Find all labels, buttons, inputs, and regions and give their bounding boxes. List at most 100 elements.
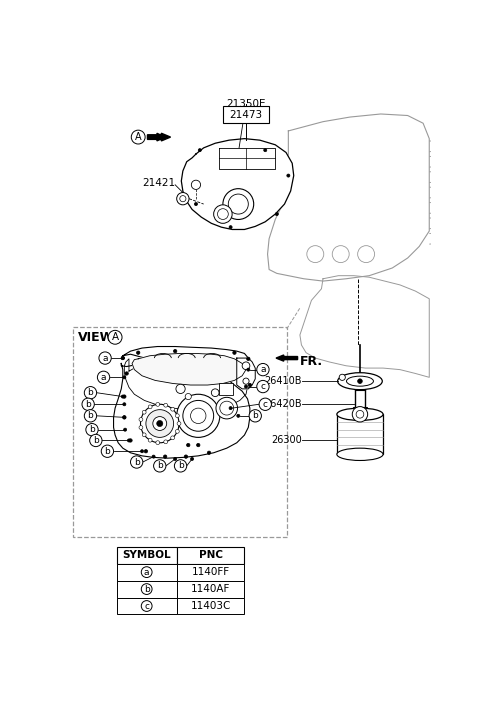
Circle shape: [177, 421, 181, 426]
Circle shape: [86, 424, 98, 436]
Text: b: b: [89, 425, 95, 434]
Bar: [73, 328, 287, 537]
Text: 11403C: 11403C: [191, 601, 231, 611]
Circle shape: [264, 149, 267, 152]
Text: a: a: [144, 568, 149, 577]
Circle shape: [127, 439, 131, 442]
Polygon shape: [181, 138, 294, 229]
Circle shape: [223, 189, 254, 220]
Circle shape: [191, 408, 206, 424]
Circle shape: [97, 371, 110, 383]
Bar: [177, 546, 244, 563]
Circle shape: [352, 407, 368, 422]
Text: 1140AF: 1140AF: [191, 584, 230, 594]
Circle shape: [164, 455, 167, 458]
Circle shape: [171, 436, 175, 440]
Circle shape: [164, 440, 168, 444]
Circle shape: [356, 410, 364, 418]
Circle shape: [154, 460, 166, 472]
Circle shape: [217, 209, 228, 220]
Circle shape: [191, 457, 193, 460]
Circle shape: [249, 409, 262, 422]
Circle shape: [247, 357, 250, 361]
Ellipse shape: [337, 408, 383, 421]
Circle shape: [307, 246, 324, 263]
Circle shape: [211, 389, 219, 397]
Circle shape: [141, 450, 144, 453]
Text: b: b: [134, 457, 140, 467]
Circle shape: [175, 414, 179, 418]
Circle shape: [121, 357, 124, 359]
Text: b: b: [178, 461, 183, 470]
Circle shape: [220, 401, 234, 415]
Circle shape: [123, 416, 126, 419]
Circle shape: [242, 362, 250, 370]
Circle shape: [339, 374, 345, 381]
Bar: [117, 580, 177, 597]
Circle shape: [229, 226, 232, 229]
Circle shape: [141, 601, 152, 611]
Circle shape: [257, 364, 269, 376]
Ellipse shape: [347, 376, 373, 386]
Circle shape: [243, 378, 249, 384]
Circle shape: [90, 434, 102, 447]
Circle shape: [174, 460, 187, 472]
Polygon shape: [300, 275, 429, 377]
Circle shape: [171, 407, 175, 411]
Circle shape: [228, 194, 248, 214]
Polygon shape: [123, 347, 248, 368]
Text: FR.: FR.: [300, 355, 323, 369]
Circle shape: [141, 584, 152, 594]
Polygon shape: [114, 356, 250, 458]
Circle shape: [121, 395, 124, 398]
Circle shape: [214, 205, 232, 223]
Polygon shape: [267, 114, 429, 281]
Circle shape: [176, 384, 185, 393]
Text: b: b: [85, 400, 91, 409]
Text: A: A: [135, 132, 142, 142]
Circle shape: [164, 403, 168, 407]
Circle shape: [358, 379, 362, 383]
Polygon shape: [147, 133, 170, 141]
Circle shape: [177, 394, 220, 438]
Circle shape: [184, 455, 188, 458]
Circle shape: [185, 393, 192, 400]
Circle shape: [125, 372, 128, 375]
Circle shape: [183, 400, 214, 431]
Circle shape: [144, 450, 147, 453]
Circle shape: [198, 149, 201, 152]
Text: 26300: 26300: [272, 436, 302, 445]
Circle shape: [156, 421, 163, 426]
Polygon shape: [132, 354, 246, 385]
Text: a: a: [101, 373, 106, 382]
Circle shape: [148, 405, 152, 409]
Circle shape: [123, 428, 127, 431]
Text: b: b: [252, 412, 258, 420]
Circle shape: [177, 193, 189, 205]
Text: c: c: [263, 400, 268, 409]
Circle shape: [142, 410, 146, 414]
Text: VIEW: VIEW: [78, 331, 115, 344]
Circle shape: [175, 429, 179, 433]
Text: a: a: [102, 354, 108, 363]
Text: PNC: PNC: [199, 550, 223, 560]
Circle shape: [153, 417, 167, 431]
Ellipse shape: [337, 373, 382, 390]
Circle shape: [156, 441, 160, 445]
Circle shape: [180, 196, 186, 202]
Circle shape: [174, 457, 177, 460]
Text: b: b: [105, 447, 110, 456]
Bar: [219, 383, 233, 395]
Circle shape: [129, 438, 132, 442]
Text: c: c: [144, 602, 149, 611]
Bar: [177, 563, 244, 580]
Circle shape: [148, 438, 152, 442]
Circle shape: [358, 246, 374, 263]
Text: c: c: [261, 382, 265, 391]
Text: SYMBOL: SYMBOL: [122, 550, 171, 560]
Circle shape: [139, 426, 143, 429]
Circle shape: [82, 398, 94, 410]
Circle shape: [187, 443, 190, 447]
Circle shape: [152, 455, 155, 458]
Text: 21473: 21473: [229, 109, 263, 120]
